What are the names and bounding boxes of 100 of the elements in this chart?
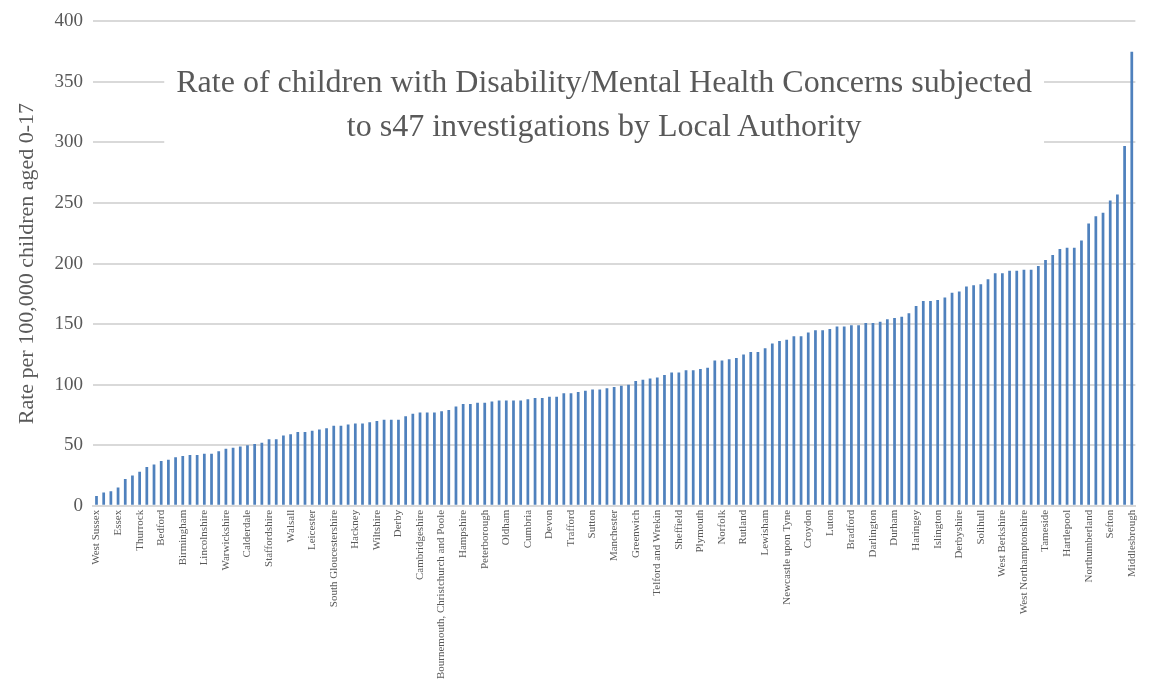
- bar: [936, 299, 940, 505]
- x-tick-label: West Berkshire: [995, 509, 1008, 577]
- x-tick-label: Cambridgeshire: [412, 509, 425, 581]
- x-tick-label: Derbyshire: [952, 509, 965, 559]
- x-tick-label: Bournemouth, Christchurch and Poole: [434, 509, 447, 680]
- bar: [238, 446, 242, 505]
- x-tick-label: Bradford: [844, 509, 857, 550]
- bar: [943, 297, 947, 505]
- bar: [296, 431, 300, 505]
- bar: [174, 457, 177, 505]
- bar: [167, 459, 170, 505]
- bar: [706, 367, 709, 505]
- x-tick-label: Northumberland: [1081, 509, 1094, 583]
- bar: [504, 400, 508, 505]
- bar: [1072, 247, 1076, 505]
- x-tick-label: Warwickshire: [218, 509, 231, 571]
- bar: [842, 326, 846, 505]
- bar: [246, 445, 249, 505]
- bar: [1116, 194, 1119, 505]
- bar: [548, 396, 551, 505]
- bar: [735, 358, 738, 505]
- bar: [1051, 255, 1055, 505]
- bar: [411, 413, 415, 505]
- bar: [476, 402, 479, 505]
- bar: [274, 439, 278, 505]
- x-tick-label: Haringey: [908, 509, 921, 551]
- bar: [159, 460, 163, 505]
- x-tick-label: Darlington: [865, 509, 878, 558]
- bar: [979, 284, 983, 505]
- bar: [749, 351, 753, 505]
- bar: [785, 339, 789, 505]
- bar: [627, 384, 630, 505]
- bar: [770, 343, 774, 505]
- bar: [217, 451, 221, 505]
- x-tick-label: Luton: [822, 509, 835, 537]
- bar: [461, 404, 465, 505]
- bar: [102, 492, 106, 505]
- bar: [260, 442, 264, 505]
- bar: [210, 453, 213, 505]
- x-tick-label: Birmingham: [175, 509, 188, 566]
- y-tick-label: 50: [63, 433, 83, 455]
- x-tick-label: South Gloucestershire: [326, 509, 339, 608]
- bar: [885, 319, 889, 505]
- bar: [921, 301, 925, 505]
- y-tick-label: 250: [54, 191, 83, 213]
- x-tick-label: Tameside: [1038, 509, 1051, 552]
- bar: [1108, 200, 1112, 505]
- x-tick-label: Thurrock: [132, 509, 145, 551]
- x-tick-label: Lewisham: [758, 509, 771, 556]
- bar: [282, 435, 285, 505]
- bar: [519, 400, 523, 505]
- bar: [850, 325, 853, 505]
- x-tick-label: Solihull: [973, 509, 986, 545]
- bar: [727, 359, 731, 505]
- x-tick-label: Wiltshire: [369, 509, 382, 551]
- y-tick-label: 200: [54, 251, 83, 273]
- x-tick-label: Manchester: [607, 509, 620, 562]
- bar: [1044, 259, 1047, 505]
- x-tick-label: Walsall: [283, 509, 296, 543]
- bar: [929, 301, 932, 505]
- bar: [318, 429, 321, 505]
- x-tick-label: Durham: [887, 509, 900, 546]
- y-tick-label: 350: [54, 69, 83, 91]
- bar: [576, 391, 580, 505]
- bar: [138, 471, 141, 505]
- x-tick-label: Telford and Wrekin: [650, 509, 663, 596]
- x-tick-label: Middlesbrough: [1124, 509, 1137, 577]
- bar: [433, 412, 436, 505]
- x-tick-label: Hartlepool: [1059, 509, 1072, 557]
- bar: [778, 341, 781, 505]
- bar: [195, 454, 199, 505]
- bar: [325, 428, 328, 505]
- bar: [612, 387, 616, 505]
- bar: [468, 404, 472, 505]
- x-tick-label: Hackney: [348, 509, 361, 549]
- text: Rate of children with Disability/Mental Health Concerns subjected to s47 investigations by Local Authority: [176, 63, 1033, 144]
- bar: [404, 416, 408, 505]
- bar: [900, 316, 904, 505]
- bar: [893, 318, 896, 505]
- x-tick-label: Norfolk: [714, 509, 727, 545]
- x-tick-label: Lincolnshire: [197, 509, 210, 566]
- x-tick-label: Croydon: [801, 509, 814, 549]
- bar: [821, 330, 824, 505]
- x-tick-label: Cumbria: [520, 509, 533, 549]
- x-tick-label: Newcastle upon Tyne: [779, 509, 792, 605]
- bar: [1087, 223, 1091, 505]
- bar: [123, 479, 127, 505]
- bar: [806, 332, 810, 505]
- bar: [1036, 266, 1040, 505]
- bar: [512, 400, 515, 505]
- bar: [425, 412, 429, 505]
- bar: [310, 430, 314, 505]
- bar: [368, 422, 372, 505]
- bar: [965, 286, 968, 505]
- y-tick-label: 0: [73, 493, 83, 515]
- x-tick-label: Islington: [930, 509, 943, 549]
- bar: [957, 291, 961, 505]
- x-tick-label: Essex: [110, 509, 123, 536]
- bar: [389, 419, 393, 505]
- bar: [814, 330, 817, 505]
